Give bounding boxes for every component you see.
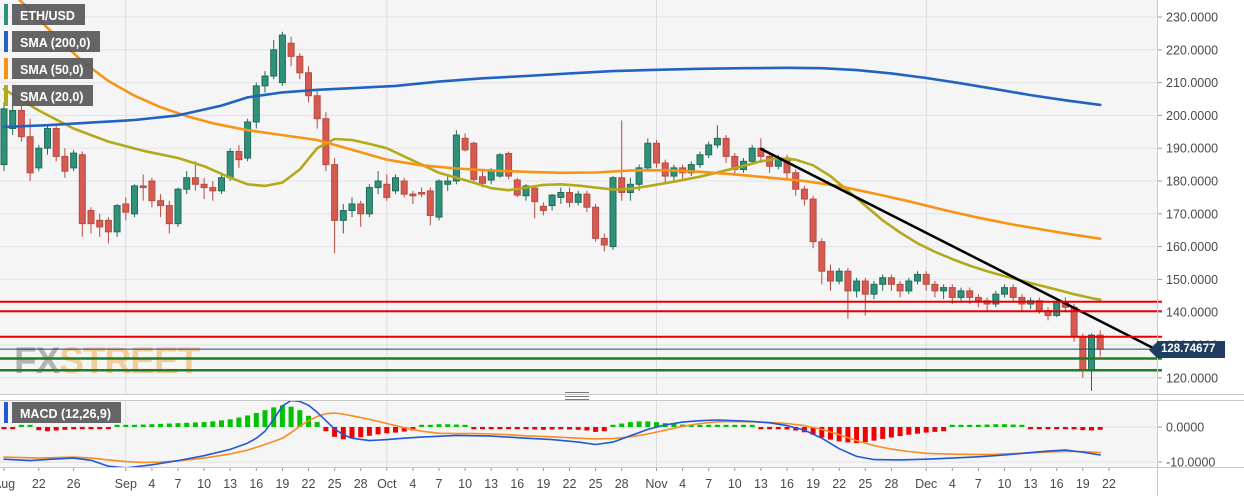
- fxstreet-watermark: FXSTREET: [14, 340, 201, 381]
- price-tick-label: 120.0000: [1166, 371, 1218, 385]
- descending-trendline: [759, 147, 1157, 352]
- date-tick-label: 13: [223, 477, 237, 491]
- date-tick-label: 10: [998, 477, 1012, 491]
- price-tick-label: 220.0000: [1166, 43, 1218, 57]
- date-tick-label: Oct: [377, 477, 397, 491]
- date-tick-label: 22: [563, 477, 577, 491]
- sma50-label: SMA (50,0): [12, 58, 94, 79]
- date-tick-label: 19: [806, 477, 820, 491]
- macd-pane: [0, 401, 1157, 467]
- price-tick-label: 150.0000: [1166, 273, 1218, 287]
- date-tick-label: 22: [832, 477, 846, 491]
- date-tick-label: 10: [728, 477, 742, 491]
- macd-main-line: [3, 401, 1101, 467]
- date-tick-label: 26: [67, 477, 81, 491]
- date-tick-label: 28: [354, 477, 368, 491]
- legend-item-sma200[interactable]: SMA (200,0): [4, 31, 101, 52]
- date-tick-label: 4: [679, 477, 686, 491]
- sma200-label: SMA (200,0): [12, 31, 101, 52]
- price-tick-label: 190.0000: [1166, 142, 1218, 156]
- sma20-line: [2, 87, 1102, 302]
- sma20-label: SMA (20,0): [12, 85, 94, 106]
- symbol-label: ETH/USD: [12, 4, 85, 25]
- price-tag-arrow-icon: [1149, 341, 1157, 358]
- date-tick-label: 16: [1050, 477, 1064, 491]
- date-tick-label: 4: [949, 477, 956, 491]
- date-tick-label: 13: [484, 477, 498, 491]
- date-tick-label: 22: [1102, 477, 1116, 491]
- price-tick-label: 160.0000: [1166, 240, 1218, 254]
- sma50-line: [17, 0, 1102, 240]
- symbol-color-bar: [4, 4, 8, 25]
- pane-resize-handle[interactable]: [565, 392, 589, 400]
- legend-item-sma20[interactable]: SMA (20,0): [4, 85, 100, 106]
- date-tick-label: Sep: [115, 477, 137, 491]
- time-axis[interactable]: [0, 467, 1157, 496]
- macd-legend[interactable]: MACD (12,26,9): [4, 402, 121, 423]
- price-pane: FXSTREET: [0, 0, 1157, 394]
- axes: 230.0000220.0000210.0000200.0000190.0000…: [0, 11, 1218, 492]
- legend-item-sma50[interactable]: SMA (50,0): [4, 58, 100, 79]
- date-tick-label: Aug: [0, 477, 15, 491]
- date-tick-label: 13: [754, 477, 768, 491]
- date-tick-label: Nov: [645, 477, 668, 491]
- indicator-legend: ETH/USD SMA (200,0) SMA (50,0) SMA (20,0…: [4, 4, 101, 112]
- macd-color-bar: [4, 402, 8, 423]
- price-axis[interactable]: [1157, 0, 1244, 467]
- price-tick-label: 200.0000: [1166, 109, 1218, 123]
- legend-item-symbol[interactable]: ETH/USD: [4, 4, 100, 25]
- date-tick-label: 4: [148, 477, 155, 491]
- date-tick-label: Dec: [915, 477, 937, 491]
- horizontal-levels: [0, 300, 1162, 372]
- date-tick-label: 25: [589, 477, 603, 491]
- price-gridlines: [0, 0, 1157, 394]
- candlestick-series: [0, 31, 1104, 391]
- macd-pane-background: [0, 401, 1157, 467]
- price-tick-label: 140.0000: [1166, 306, 1218, 320]
- date-tick-label: 7: [436, 477, 443, 491]
- date-tick-label: 19: [1076, 477, 1090, 491]
- date-tick-label: 16: [780, 477, 794, 491]
- current-price-label: 128.74677: [1149, 341, 1226, 358]
- macd-histogram: [1, 405, 1103, 444]
- price-tag-value: 128.74677: [1157, 341, 1226, 358]
- date-tick-label: 25: [328, 477, 342, 491]
- macd-tick-label: 0.0000: [1166, 421, 1204, 435]
- date-tick-label: 28: [884, 477, 898, 491]
- date-tick-label: 22: [32, 477, 46, 491]
- date-tick-label: 28: [615, 477, 629, 491]
- date-tick-label: 19: [275, 477, 289, 491]
- date-tick-label: 25: [858, 477, 872, 491]
- price-tick-label: 170.0000: [1166, 207, 1218, 221]
- sma200-color-bar: [4, 31, 8, 52]
- date-tick-label: 16: [510, 477, 524, 491]
- date-tick-label: 10: [197, 477, 211, 491]
- date-tick-label: 16: [249, 477, 263, 491]
- price-tick-label: 180.0000: [1166, 175, 1218, 189]
- price-tick-label: 210.0000: [1166, 76, 1218, 90]
- macd-tick-label: -10.0000: [1166, 456, 1215, 470]
- date-tick-label: 13: [1024, 477, 1038, 491]
- date-tick-label: 4: [409, 477, 416, 491]
- date-tick-label: 19: [536, 477, 550, 491]
- date-tick-label: 22: [302, 477, 316, 491]
- macd-label: MACD (12,26,9): [12, 402, 121, 423]
- date-tick-label: 7: [175, 477, 182, 491]
- date-tick-label: 10: [458, 477, 472, 491]
- sma200-line: [2, 66, 1102, 129]
- sma50-color-bar: [4, 58, 8, 79]
- sma20-color-bar: [4, 85, 8, 106]
- macd-signal-line: [3, 412, 1101, 464]
- price-tick-label: 230.0000: [1166, 11, 1218, 25]
- date-tick-label: 7: [975, 477, 982, 491]
- date-tick-label: 7: [705, 477, 712, 491]
